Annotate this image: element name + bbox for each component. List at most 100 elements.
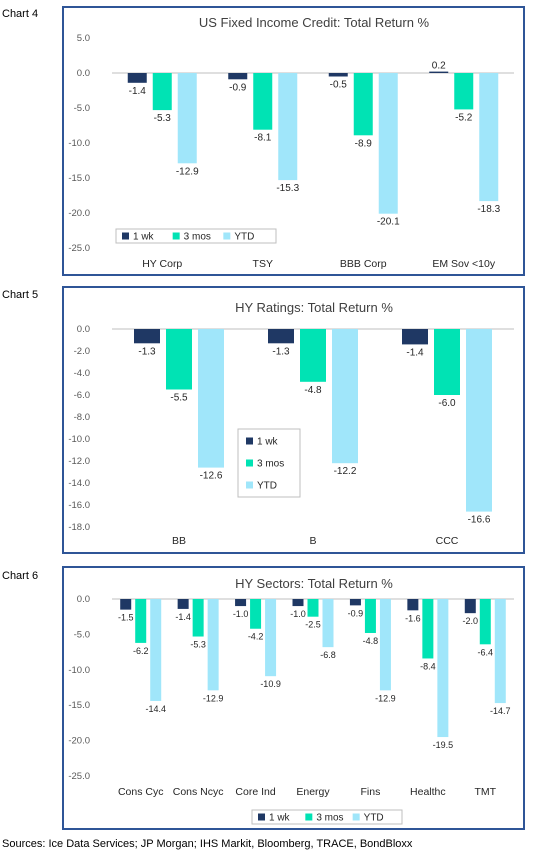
bar (307, 599, 319, 617)
data-label: -1.3 (272, 346, 290, 357)
bar (378, 73, 398, 214)
legend-swatch (172, 232, 180, 240)
data-label: -12.9 (176, 166, 199, 177)
data-label: -1.4 (175, 612, 191, 622)
bar (437, 599, 449, 738)
bar (152, 73, 172, 111)
bar (454, 73, 474, 110)
chart-5-svg: HY Ratings: Total Return % 0.0 -2.0 -4.0 -6.… (68, 300, 514, 547)
bar (250, 599, 262, 629)
y-tick-label: -20.0 (68, 208, 90, 219)
chart-4-panel: US Fixed Income Credit: Total Return % 5.… (62, 6, 525, 276)
legend-swatch (258, 813, 265, 821)
data-label: -1.5 (118, 613, 134, 623)
bar (379, 599, 391, 691)
bar (422, 599, 434, 659)
data-label: -5.5 (170, 393, 188, 404)
y-tick-label: -20.0 (68, 736, 90, 747)
y-tick-label: -15.0 (68, 700, 90, 711)
data-label: -6.0 (438, 398, 456, 409)
data-label: -12.9 (375, 693, 396, 703)
data-label: -18.3 (477, 204, 500, 215)
bar (265, 599, 277, 677)
sources-note: Sources: Ice Data Services; JP Morgan; I… (2, 838, 413, 850)
legend-entry: 3 mos (316, 813, 343, 824)
bar (120, 599, 132, 610)
bar (228, 73, 248, 80)
bar (364, 599, 376, 633)
chart-5-label: Chart 5 (2, 289, 39, 301)
chart-4-label: Chart 4 (2, 8, 39, 20)
bar (192, 599, 204, 637)
legend-entry: 3 mos (184, 232, 211, 243)
bar (328, 73, 348, 77)
data-label: -4.8 (363, 636, 379, 646)
y-tick-label: 0.0 (77, 594, 90, 605)
bar (464, 599, 476, 614)
bar (235, 599, 247, 607)
data-label: -4.8 (304, 385, 322, 396)
category-label: HY Corp (142, 258, 182, 270)
bar (429, 71, 449, 73)
y-tick-label: -8.0 (74, 412, 90, 423)
category-label: CCC (436, 535, 459, 547)
category-label: TMT (474, 786, 496, 798)
category-label: BBB Corp (340, 258, 387, 270)
data-label: -1.3 (138, 346, 156, 357)
data-label: -19.5 (433, 740, 454, 750)
y-tick-label: -10.0 (68, 434, 90, 445)
y-tick-label: 5.0 (77, 33, 90, 44)
y-tick-label: -5.0 (74, 629, 90, 640)
y-tick-label: 0.0 (77, 324, 90, 335)
legend-swatch (352, 813, 360, 821)
chart-6-label: Chart 6 (2, 570, 39, 582)
y-tick-label: -12.0 (68, 456, 90, 467)
data-label: -15.3 (276, 183, 299, 194)
data-label: -8.4 (420, 661, 436, 671)
category-label: Cons Cyc (118, 786, 164, 798)
legend-entry: YTD (234, 232, 254, 243)
data-label: -5.3 (190, 640, 206, 650)
data-label: -12.2 (334, 466, 357, 477)
legend-entry: 1 wk (133, 232, 155, 243)
category-label: B (309, 535, 316, 547)
data-label: -10.9 (260, 679, 281, 689)
category-label: Healthc (410, 786, 446, 798)
category-label: Core Ind (235, 786, 275, 798)
data-label: -6.2 (133, 646, 149, 656)
chart-title: HY Sectors: Total Return % (235, 576, 393, 591)
data-label: -5.2 (455, 112, 473, 123)
y-tick-label: -15.0 (68, 173, 90, 184)
legend-entry: 1 wk (269, 813, 291, 824)
y-tick-label: -6.0 (74, 390, 90, 401)
category-label: Fins (361, 786, 381, 798)
bar (353, 73, 373, 136)
chart-6-svg: HY Sectors: Total Return % 0.0 -5.0 -10.0 -1… (68, 576, 514, 825)
legend-box (115, 228, 277, 244)
legend-swatch (246, 437, 253, 445)
data-label: -12.9 (203, 693, 224, 703)
bar (134, 329, 160, 344)
bar (177, 73, 197, 164)
bar (278, 73, 298, 181)
y-tick-label: 0.0 (77, 68, 90, 79)
chart-4-svg: US Fixed Income Credit: Total Return % 5.… (68, 15, 514, 270)
bar (292, 599, 304, 607)
chart-5-panel: HY Ratings: Total Return % 0.0 -2.0 -4.0 -6.… (62, 286, 525, 554)
data-label: -1.0 (233, 609, 249, 619)
legend-box (251, 809, 403, 825)
y-tick-label: -10.0 (68, 665, 90, 676)
category-label: Cons Ncyc (173, 786, 224, 798)
bar (407, 599, 419, 611)
category-label: BB (172, 535, 186, 547)
bar (127, 73, 147, 83)
y-tick-label: -16.0 (68, 500, 90, 511)
data-label: -8.9 (355, 138, 373, 149)
bar (253, 73, 273, 130)
legend-swatch (246, 481, 253, 489)
chart-title: US Fixed Income Credit: Total Return % (199, 15, 430, 30)
data-label: -14.4 (145, 704, 166, 714)
bar (150, 599, 162, 701)
data-label: -4.2 (248, 632, 264, 642)
category-label: Energy (296, 786, 330, 798)
